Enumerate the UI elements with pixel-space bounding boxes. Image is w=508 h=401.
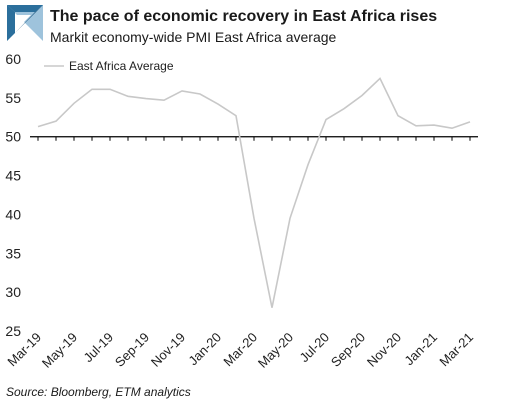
- y-tick-label: 40: [5, 206, 21, 222]
- y-tick-label: 60: [5, 51, 21, 67]
- x-tick-label: Mar-21: [436, 330, 476, 370]
- chart-title: The pace of economic recovery in East Af…: [50, 8, 438, 25]
- x-tick-label: Nov-20: [364, 330, 404, 370]
- y-tick-label: 25: [5, 323, 21, 339]
- y-tick-label: 30: [5, 284, 21, 300]
- y-tick-label: 50: [5, 129, 21, 145]
- logo-shape-top: [7, 5, 43, 12]
- x-tick-label: Jul-19: [80, 330, 116, 366]
- y-tick-label: 35: [5, 245, 21, 261]
- x-tick-label: Jan-21: [401, 330, 440, 369]
- source-note: Source: Bloomberg, ETM analytics: [6, 385, 191, 399]
- x-tick-label: Sep-20: [328, 330, 368, 370]
- x-tick-label: Mar-20: [220, 330, 260, 370]
- x-tick-label: Jul-20: [296, 330, 332, 366]
- legend: East Africa Average: [44, 59, 174, 73]
- y-tick-label: 45: [5, 168, 21, 184]
- y-tick-label: 55: [5, 90, 21, 106]
- x-tick-label: May-19: [39, 330, 80, 371]
- logo-shape-left: [7, 5, 15, 41]
- brand-logo-icon: [7, 5, 43, 41]
- x-tick-label: Sep-19: [112, 330, 152, 370]
- logo-shape-diagonal: [7, 5, 43, 41]
- legend-label: East Africa Average: [69, 59, 174, 73]
- x-tick-label: Jan-20: [185, 330, 224, 369]
- series-line-east-africa-average: [37, 77, 471, 308]
- logo-shape-inner: [17, 15, 31, 29]
- x-tick-label: Nov-19: [148, 330, 188, 370]
- chart-subtitle: Markit economy-wide PMI East Africa aver…: [50, 29, 337, 45]
- y-axis-ticks: 25 30 35 40 45 50 55 60: [5, 51, 21, 339]
- x-tick-label: May-20: [255, 330, 296, 371]
